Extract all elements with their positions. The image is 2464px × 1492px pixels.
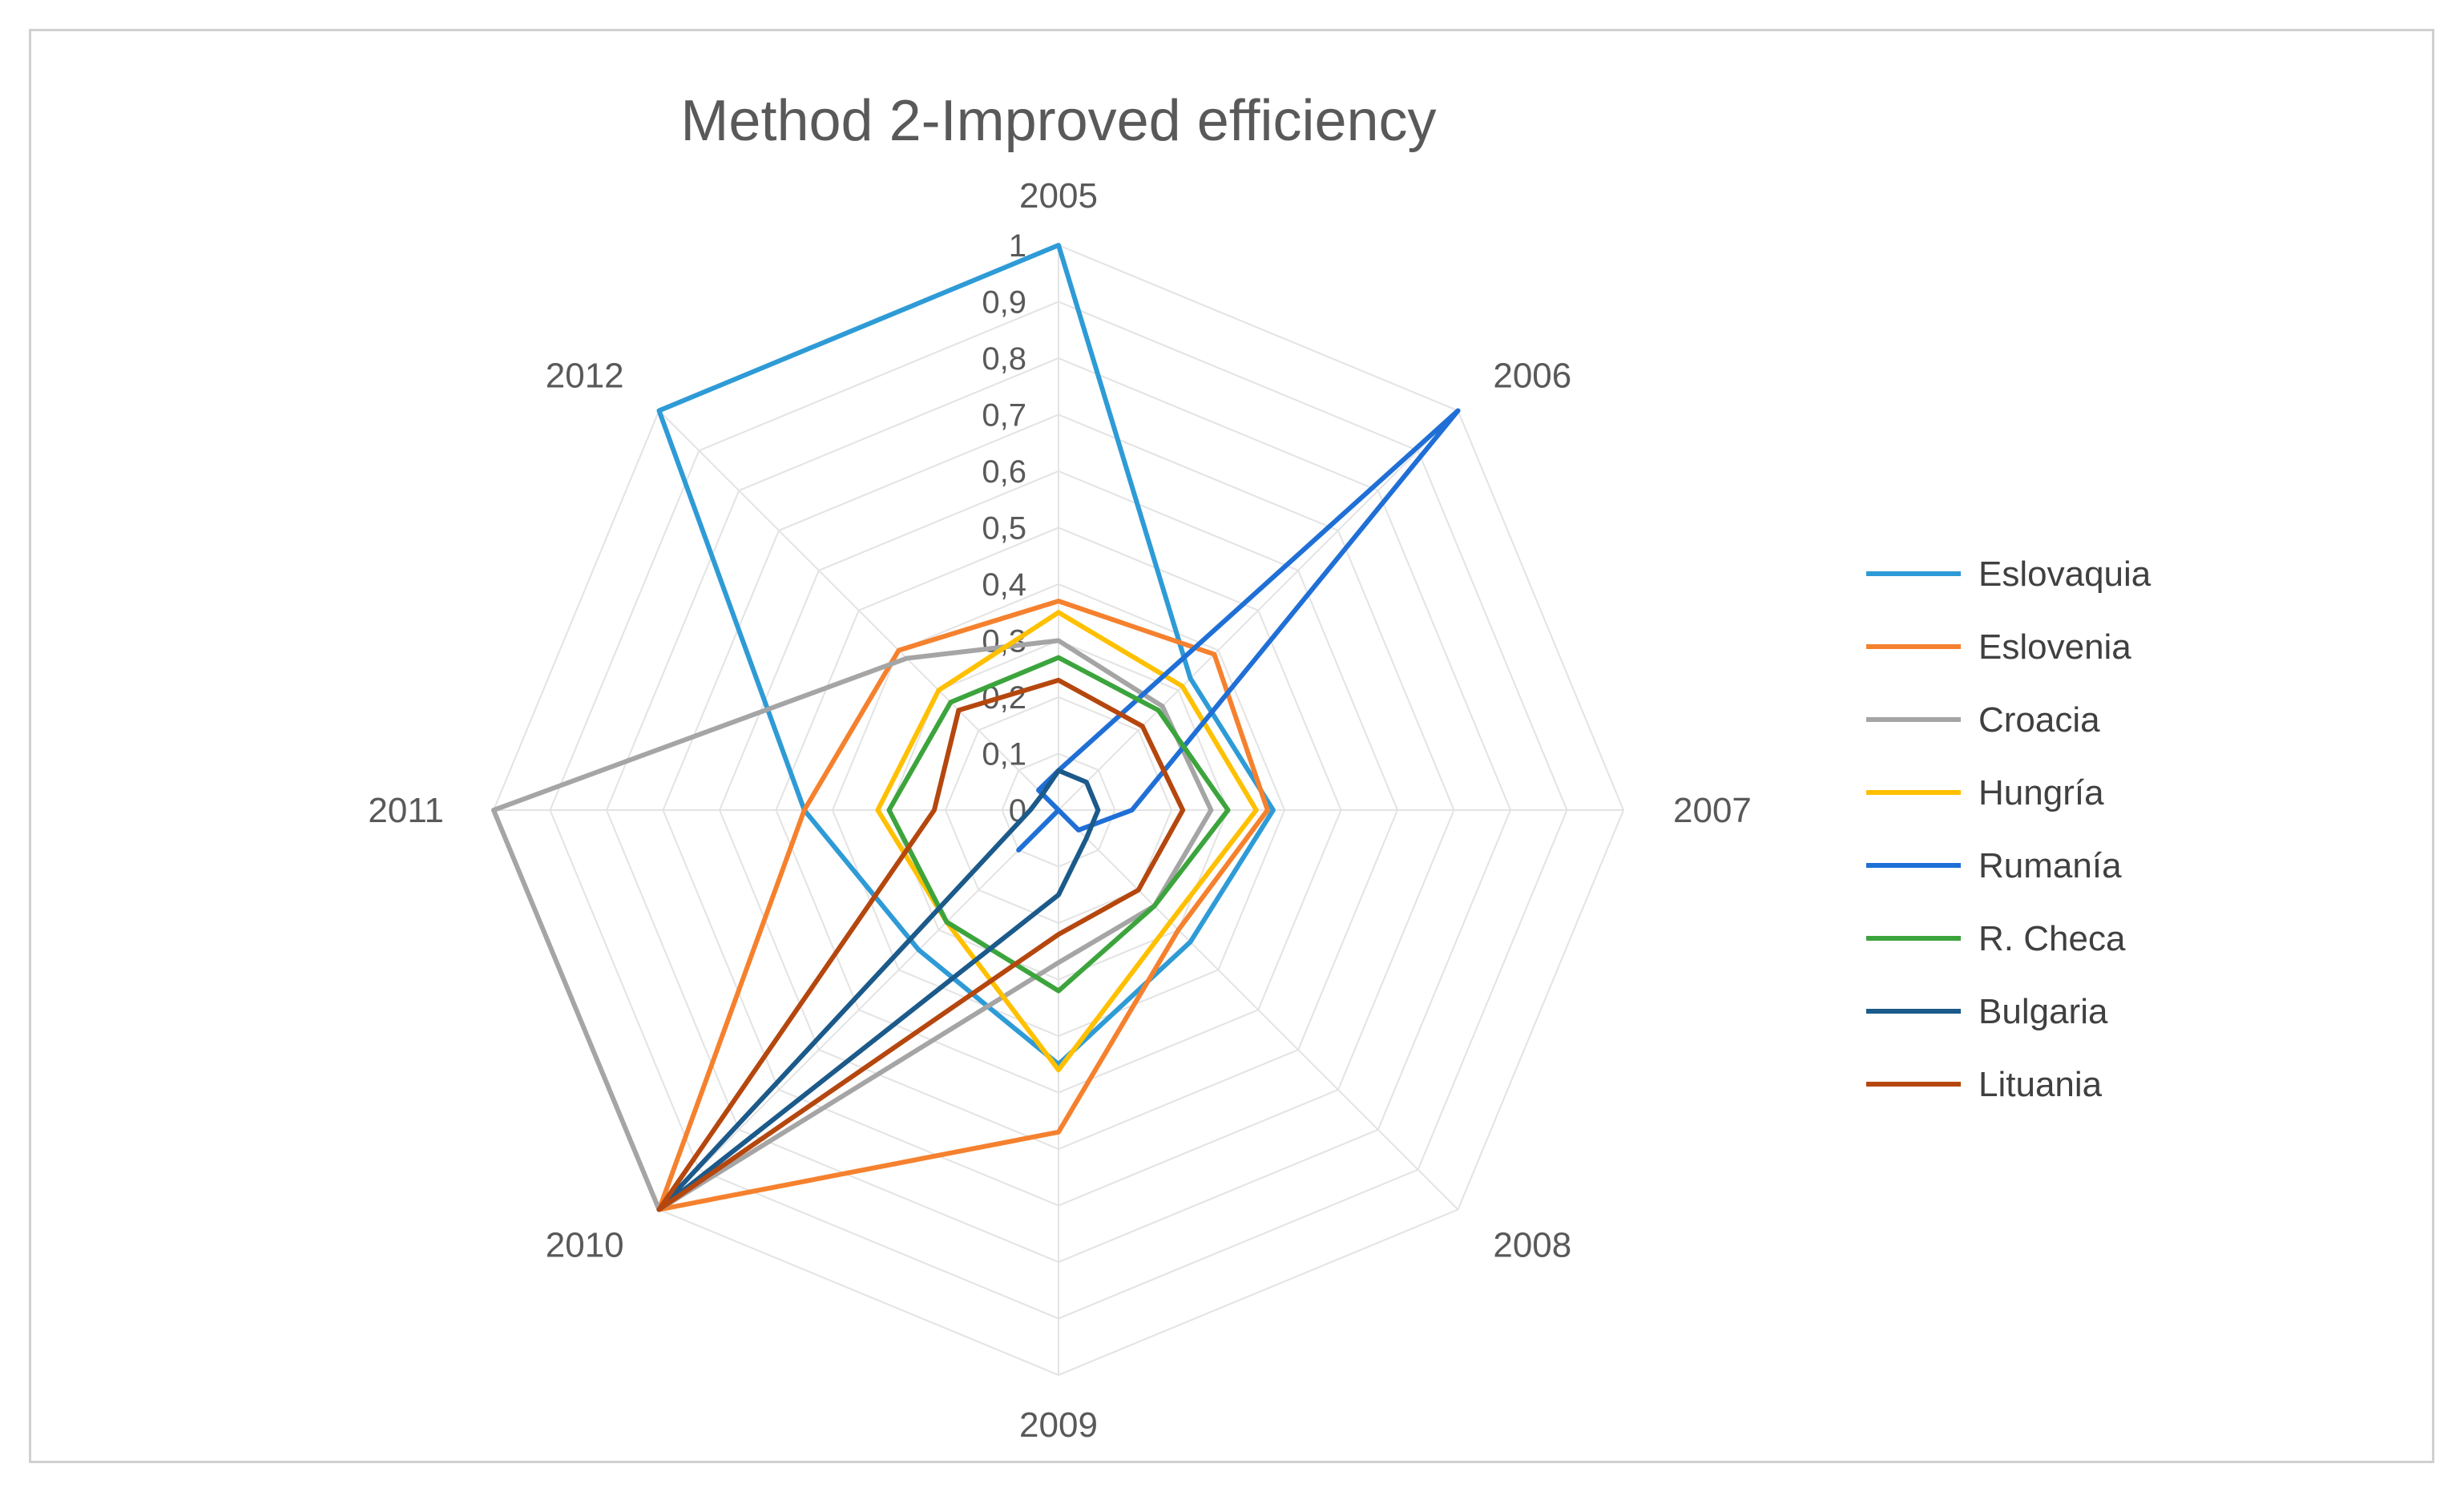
grid-spoke	[658, 809, 1059, 1211]
series-lines	[491, 243, 1461, 1212]
legend-label: Croacia	[1978, 700, 2100, 740]
category-label: 2007	[1673, 791, 1752, 830]
legend-label: R. Checa	[1978, 919, 2126, 958]
grid-spoke	[1058, 409, 1459, 811]
legend: Eslovaquia Eslovenia Croacia Hungría Rumanía…	[1866, 554, 2151, 1104]
grid-spoke	[658, 409, 1059, 811]
radial-tick-labels: 00,10,20,30,40,50,60,70,80,91	[982, 228, 1026, 829]
category-label: 2006	[1493, 357, 1571, 396]
series-line-bulgaria	[656, 768, 1101, 1212]
tick-label: 0,7	[982, 398, 1026, 433]
category-label: 2012	[546, 357, 624, 396]
category-label: 2008	[1493, 1225, 1571, 1264]
series-line-hungr-a	[875, 610, 1259, 1073]
category-label: 2011	[368, 791, 444, 830]
legend-label: Eslovenia	[1978, 627, 2131, 667]
legend-label: Rumanía	[1978, 846, 2122, 885]
tick-label: 1	[1009, 228, 1026, 264]
category-label: 2010	[546, 1225, 624, 1264]
tick-label: 0,8	[982, 341, 1026, 377]
legend-label: Lituania	[1978, 1065, 2103, 1104]
tick-label: 0,4	[982, 567, 1026, 603]
series-line-r-checa	[886, 655, 1231, 994]
legend-label: Eslovaquia	[1978, 554, 2151, 594]
category-label: 2009	[1019, 1405, 1098, 1445]
series-line-eslovenia	[656, 599, 1270, 1212]
tick-label: 0,5	[982, 511, 1026, 546]
series-line-lituania	[656, 677, 1186, 1212]
series-line-ruman-a	[1016, 408, 1461, 853]
category-labels: 2005 2006 2007 2008 2009 2010 2011 2012	[368, 176, 1752, 1445]
series-line-eslovaquia	[656, 243, 1276, 1067]
chart-frame: 0 0,1 0,2 0,3 0,4 0,5 0,6 0,7 0,8 0,9 1 2005 2006 20…	[29, 29, 2434, 1463]
legend-label: Hungría	[1978, 773, 2104, 813]
category-label: 2005	[1019, 176, 1098, 216]
radar-chart: 00,10,20,30,40,50,60,70,80,91 2005200620…	[368, 89, 2151, 1445]
chart-title: Method 2-Improved efficiency	[680, 89, 1436, 153]
tick-label: 0,3	[982, 624, 1026, 659]
radar-grid	[492, 244, 1625, 1377]
legend-label: Bulgaria	[1978, 992, 2108, 1031]
tick-label: 0,6	[982, 454, 1026, 490]
tick-label: 0,9	[982, 285, 1026, 321]
grid-spoke	[1058, 809, 1459, 1211]
tick-label: 0,1	[982, 737, 1026, 772]
